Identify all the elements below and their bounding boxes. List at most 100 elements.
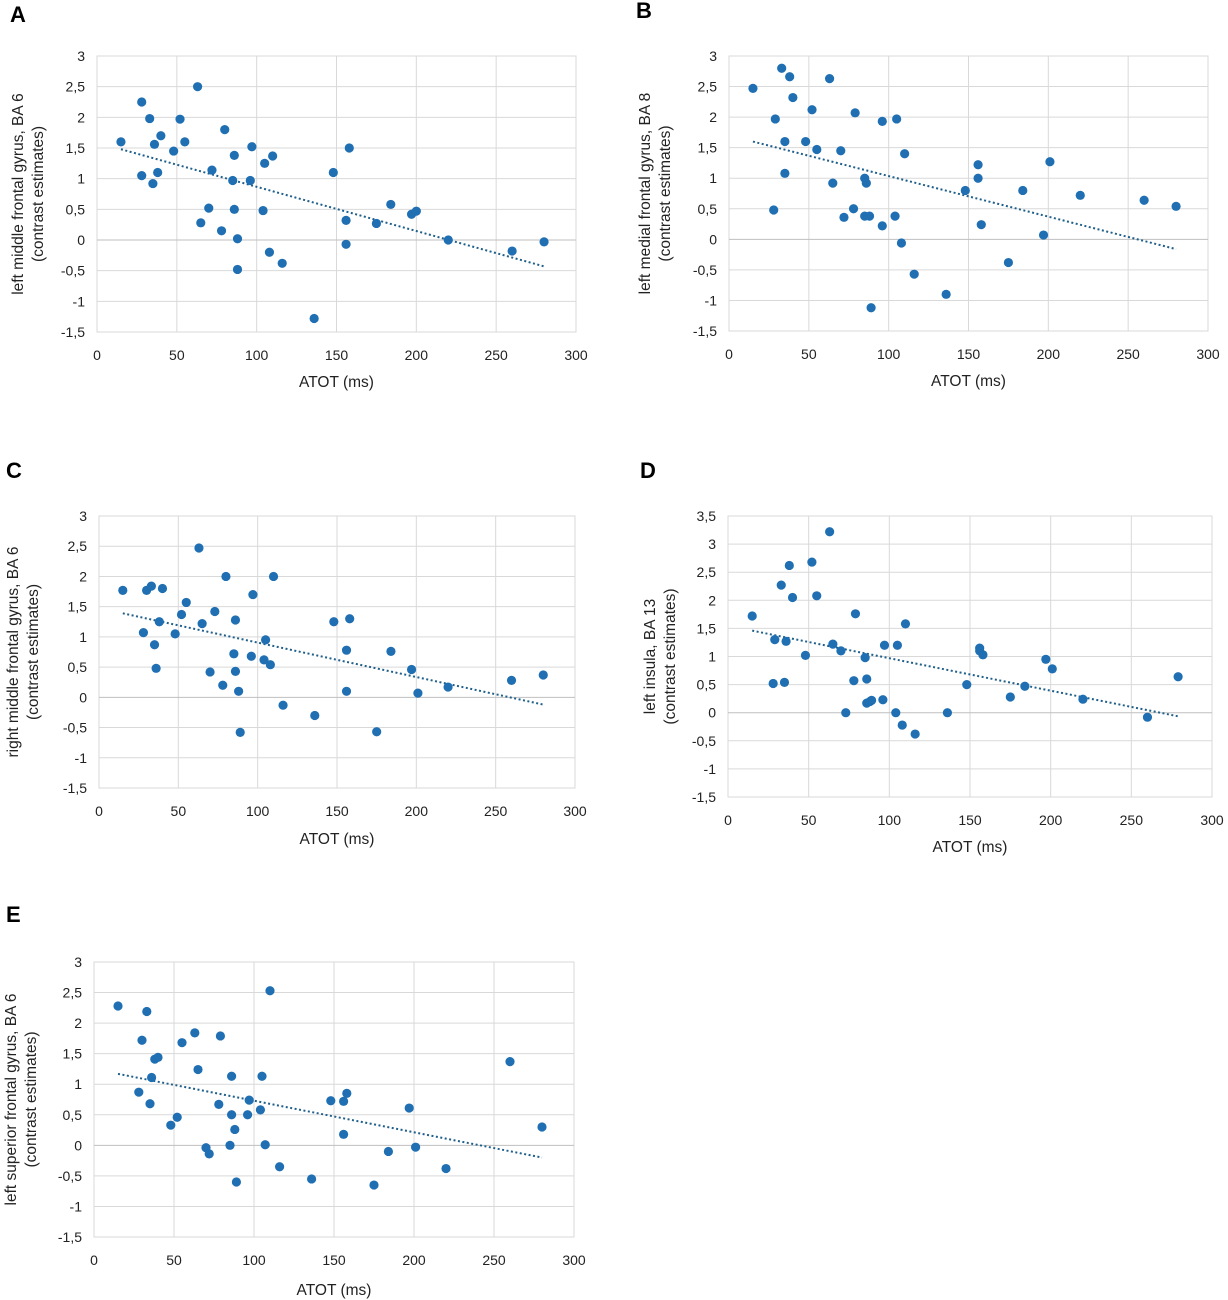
data-point xyxy=(776,580,786,590)
data-point xyxy=(193,1064,203,1075)
data-point xyxy=(747,611,757,621)
data-point xyxy=(841,708,851,718)
y-tick-label: 2 xyxy=(77,109,85,125)
x-tick-label: 150 xyxy=(325,803,349,819)
y-tick-label: -1,5 xyxy=(61,324,85,340)
x-axis-label: ATOT (ms) xyxy=(933,839,1008,856)
data-point xyxy=(244,1095,254,1105)
data-point xyxy=(812,144,822,155)
y-tick-label: 1,5 xyxy=(697,620,717,636)
data-point xyxy=(118,585,128,595)
x-tick-label: 100 xyxy=(245,347,269,363)
y-axis-label: (contrast estimates) xyxy=(657,125,674,261)
y-tick-label: 2,5 xyxy=(698,79,718,95)
data-point xyxy=(156,131,166,141)
y-axis-label: left insula, BA 13 xyxy=(642,599,659,714)
data-point xyxy=(386,199,396,210)
panel-letter: B xyxy=(636,0,652,23)
data-point xyxy=(339,1129,349,1139)
x-tick-label: 50 xyxy=(801,812,817,828)
data-point xyxy=(175,114,185,124)
data-point xyxy=(221,571,231,582)
x-tick-label: 300 xyxy=(562,1252,586,1268)
data-point xyxy=(849,676,859,686)
data-point xyxy=(235,727,245,737)
data-point xyxy=(204,1149,214,1159)
data-point xyxy=(230,666,241,676)
y-tick-label: 2,5 xyxy=(66,79,86,95)
data-point xyxy=(897,720,907,730)
x-axis-label: ATOT (ms) xyxy=(931,373,1006,390)
data-point xyxy=(1038,230,1049,240)
y-axis-label: left superior frontal gyrus, BA 6 xyxy=(3,994,20,1206)
y-tick-label: 0,5 xyxy=(697,677,717,693)
y-tick-label: -1 xyxy=(75,750,88,766)
data-point xyxy=(505,1057,515,1067)
data-point xyxy=(166,1120,176,1130)
data-point xyxy=(941,289,951,299)
data-point xyxy=(229,649,239,659)
y-tick-label: 0 xyxy=(74,1137,82,1153)
data-point xyxy=(976,220,986,230)
data-point xyxy=(275,1162,285,1172)
data-point xyxy=(137,1035,147,1045)
data-point xyxy=(878,695,888,705)
data-point xyxy=(138,628,149,638)
data-point xyxy=(309,313,319,324)
data-point xyxy=(866,303,876,313)
y-axis-label: left middle frontal gyrus, BA 6 xyxy=(10,93,27,295)
data-point xyxy=(960,185,970,196)
data-point xyxy=(264,247,275,257)
x-tick-label: 300 xyxy=(564,347,588,363)
data-point xyxy=(413,688,423,698)
data-point xyxy=(190,1028,200,1038)
y-tick-label: -0,5 xyxy=(61,263,85,279)
x-tick-label: 250 xyxy=(1116,346,1140,362)
x-tick-label: 0 xyxy=(90,1252,98,1268)
data-point xyxy=(807,557,817,567)
data-point xyxy=(227,1071,237,1081)
data-point xyxy=(149,640,160,650)
data-point xyxy=(278,700,288,710)
data-point xyxy=(800,650,811,660)
data-point xyxy=(836,646,846,656)
y-tick-label: 0,5 xyxy=(698,201,718,217)
x-tick-label: 0 xyxy=(724,812,732,828)
data-point xyxy=(268,571,279,582)
data-point xyxy=(344,143,354,153)
data-point xyxy=(537,1122,547,1132)
x-axis-label: ATOT (ms) xyxy=(297,1282,372,1299)
x-tick-label: 250 xyxy=(484,347,508,363)
y-tick-label: 0 xyxy=(79,689,87,705)
data-point xyxy=(210,606,220,617)
data-point xyxy=(1078,694,1088,704)
y-tick-label: 1 xyxy=(708,649,716,665)
data-point xyxy=(176,609,187,620)
data-point xyxy=(181,597,191,608)
data-point xyxy=(245,175,255,186)
y-tick-label: -1 xyxy=(73,293,86,309)
data-point xyxy=(328,167,338,178)
chart-panel-a: A 3 2,5 2 1,5 1 0,5 0 -0,5 -1 -1,5 0 50 100 150 200 250 3… xyxy=(10,2,588,391)
data-point xyxy=(861,178,871,188)
data-point xyxy=(942,708,953,718)
data-point xyxy=(151,663,161,673)
data-point xyxy=(307,1174,317,1184)
data-point xyxy=(170,629,180,639)
y-tick-label: 2,5 xyxy=(68,538,88,554)
data-point xyxy=(230,1124,240,1135)
data-point xyxy=(891,708,901,718)
data-point xyxy=(780,168,790,178)
data-point xyxy=(506,675,517,686)
x-tick-label: 200 xyxy=(405,803,429,819)
y-tick-label: 1,5 xyxy=(63,1046,83,1062)
y-tick-label: 1 xyxy=(74,1076,82,1092)
y-tick-label: -1,5 xyxy=(58,1229,82,1245)
data-point xyxy=(896,238,907,248)
chart-panel-d: D 3,5 3 2,5 2 1,5 1 0,5 0 -0,5 -1 -1,5 0 50 100 150 200 2… xyxy=(640,458,1224,856)
data-point xyxy=(770,635,780,645)
plot-area xyxy=(727,515,1213,798)
data-point xyxy=(781,636,791,646)
x-axis-label: ATOT (ms) xyxy=(299,374,374,391)
y-tick-label: 1 xyxy=(709,170,717,186)
